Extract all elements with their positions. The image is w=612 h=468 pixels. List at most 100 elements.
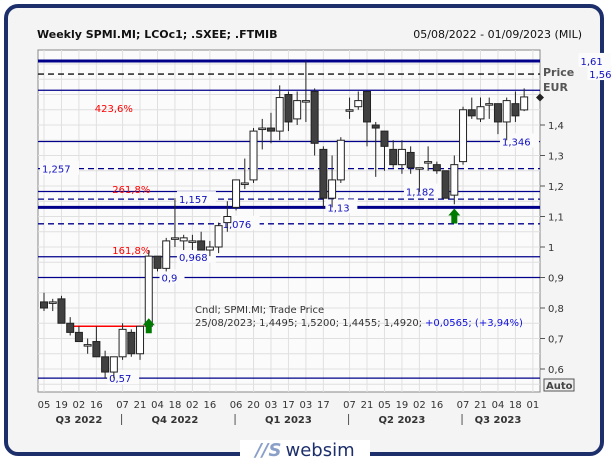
level-label-bg bbox=[325, 199, 358, 214]
candle-body bbox=[336, 139, 345, 181]
last-price-marker bbox=[536, 93, 544, 102]
candle-body bbox=[57, 298, 66, 324]
x-tick-label: 04 bbox=[151, 400, 164, 411]
quarter-label: Q4 2022 bbox=[152, 415, 199, 426]
level-label-bg bbox=[403, 183, 443, 198]
fib-label: 161,8% bbox=[112, 246, 150, 257]
level-label-bg bbox=[176, 191, 216, 206]
x-tick-label: 17 bbox=[282, 400, 295, 411]
candle-body bbox=[397, 148, 406, 166]
candle-body bbox=[214, 225, 223, 248]
candle-body bbox=[467, 109, 476, 117]
chart-title: Weekly SPMI.MI; LCOc1; .SXEE; .FTMIB bbox=[37, 28, 278, 41]
candle-body bbox=[74, 331, 83, 343]
candle-body bbox=[127, 331, 136, 355]
x-tick-label: 07 bbox=[457, 400, 470, 411]
candle-body bbox=[345, 109, 354, 112]
x-tick-label: 18 bbox=[169, 400, 182, 411]
level-label-bg bbox=[176, 248, 216, 263]
x-tick-label: 02 bbox=[73, 400, 86, 411]
x-tick-label: 03 bbox=[300, 400, 313, 411]
candle-body bbox=[284, 94, 293, 123]
candle-body bbox=[371, 124, 380, 129]
y-tick-label: 0,7 bbox=[548, 335, 564, 346]
price-axis-label: Price bbox=[543, 66, 574, 79]
candle-body bbox=[205, 246, 214, 251]
level-label: 0,968 bbox=[179, 253, 208, 264]
x-tick-label: 07 bbox=[116, 400, 129, 411]
candle-body bbox=[502, 100, 511, 123]
candle-body bbox=[406, 151, 415, 169]
x-tick-label: 01 bbox=[527, 400, 540, 411]
candle-body bbox=[188, 240, 197, 243]
currency-label: EUR bbox=[543, 81, 568, 94]
fib-label: 423,6% bbox=[95, 104, 133, 115]
candle-body bbox=[493, 103, 502, 123]
buy-signal-arrow-icon bbox=[448, 208, 461, 224]
level-label: 1,61 bbox=[581, 57, 603, 68]
candle-body bbox=[136, 325, 145, 355]
level-label: 1,076 bbox=[223, 220, 252, 231]
auto-button-label[interactable]: Auto bbox=[546, 381, 573, 392]
candle-body bbox=[354, 100, 363, 108]
candle-body bbox=[450, 164, 459, 196]
candle-body bbox=[48, 301, 57, 304]
x-tick-label: 05 bbox=[378, 400, 391, 411]
y-tick-label: 0,8 bbox=[548, 304, 564, 315]
candle-body bbox=[485, 103, 494, 106]
candle-body bbox=[101, 356, 110, 373]
x-tick-label: 07 bbox=[343, 400, 356, 411]
y-tick-label: 1,1 bbox=[548, 213, 564, 224]
candle-body bbox=[328, 179, 337, 199]
candle-body bbox=[83, 344, 92, 347]
level-label: 1,567 bbox=[589, 70, 612, 81]
y-tick-label: 1,4 bbox=[548, 121, 564, 132]
candle-body bbox=[240, 182, 249, 185]
candle-body bbox=[424, 161, 433, 164]
candle-body bbox=[153, 255, 162, 269]
x-tick-label: 20 bbox=[247, 400, 260, 411]
quarter-label: Q3 2022 bbox=[56, 415, 103, 426]
candle-body bbox=[476, 106, 485, 120]
candle-body bbox=[144, 255, 153, 327]
level-label: 1,182 bbox=[406, 187, 435, 198]
level-label-bg bbox=[107, 370, 140, 385]
candle-body bbox=[66, 322, 75, 333]
level-label-bg bbox=[159, 269, 185, 284]
candle-body bbox=[109, 356, 118, 373]
x-tick-label: 06 bbox=[230, 400, 243, 411]
x-tick-label: 16 bbox=[430, 400, 443, 411]
level-label-bg bbox=[499, 133, 539, 148]
candle-body bbox=[520, 96, 529, 111]
quarter-label: Q1 2023 bbox=[265, 415, 312, 426]
candle-body bbox=[415, 167, 424, 170]
candle-body bbox=[301, 100, 310, 103]
x-tick-label: 21 bbox=[361, 400, 374, 411]
candle-body bbox=[266, 127, 275, 132]
websim-logo-mark: //S bbox=[255, 440, 282, 461]
info-line-2: 25/08/2023; 1,4495; 1,5200; 1,4455; 1,49… bbox=[195, 318, 422, 329]
level-label: 0,57 bbox=[109, 374, 131, 385]
buy-signal-arrow-icon bbox=[142, 318, 155, 334]
candle-body bbox=[118, 328, 127, 358]
candle-body bbox=[258, 127, 267, 131]
candle-body bbox=[363, 90, 372, 123]
y-tick-label: 0,9 bbox=[548, 274, 564, 285]
x-tick-label: 04 bbox=[492, 400, 505, 411]
websim-logo: //S websim bbox=[240, 440, 370, 464]
logo-text: websim bbox=[285, 440, 355, 461]
candle-body bbox=[92, 341, 101, 358]
x-tick-label: 03 bbox=[265, 400, 278, 411]
candle-body bbox=[162, 240, 171, 269]
level-label-bg bbox=[587, 66, 612, 81]
x-tick-label: 05 bbox=[38, 400, 51, 411]
quarter-label: Q3 2023 bbox=[475, 415, 522, 426]
candle-body bbox=[441, 170, 450, 199]
level-label: 1,13 bbox=[327, 203, 349, 214]
y-tick-label: 0,6 bbox=[548, 365, 564, 376]
auto-button[interactable] bbox=[543, 378, 575, 392]
candle-body bbox=[319, 148, 328, 199]
x-tick-label: 02 bbox=[186, 400, 199, 411]
quarter-label: Q2 2023 bbox=[379, 415, 426, 426]
